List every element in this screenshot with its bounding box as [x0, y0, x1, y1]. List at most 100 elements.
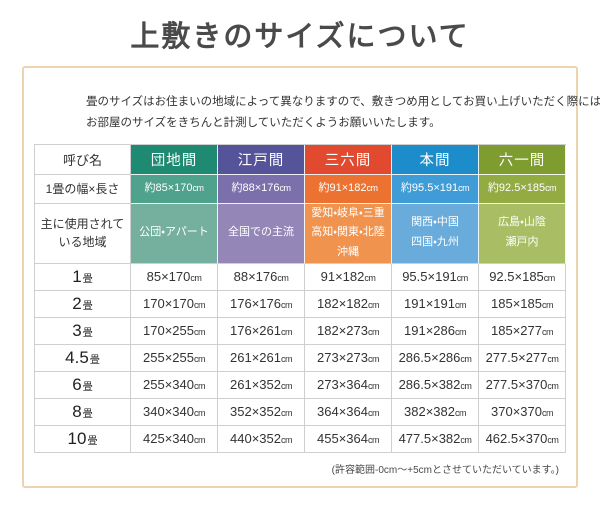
size-value-cell: 85×170cm: [131, 263, 218, 291]
tatami-suffix: 畳: [82, 300, 93, 312]
mat-count: 2: [72, 293, 82, 313]
size-value-cell: 340×340cm: [131, 398, 218, 426]
region-line: 瀬戸内: [505, 236, 539, 249]
size-value-cell: 170×170cm: [131, 290, 218, 318]
tatami-suffix: 畳: [82, 381, 93, 393]
unit-label: cm: [367, 354, 380, 365]
tolerance-note: (許容範囲-0cm〜+5cmとさせていただいています。): [331, 464, 559, 476]
unit-label: cm: [280, 327, 293, 338]
unit-label: cm: [547, 381, 559, 392]
unit-label: cm: [454, 327, 467, 338]
size-value-cell: 255×255cm: [131, 344, 218, 372]
unit-label: cm: [279, 182, 292, 193]
unit-label: cm: [367, 300, 380, 311]
size-value-cell: 440×352cm: [218, 425, 305, 453]
unit-label: cm: [192, 182, 205, 193]
region-line: 愛知・岐阜・三重: [311, 206, 385, 219]
size-value-cell: 261×261cm: [218, 344, 305, 372]
unit-label: cm: [460, 381, 472, 392]
column-header-cell: 本間: [392, 144, 479, 175]
unit-label: cm: [545, 182, 557, 193]
unit-label: cm: [193, 381, 206, 392]
unit-label: cm: [364, 273, 376, 284]
tatami-suffix: 畳: [82, 273, 93, 285]
unit-label: cm: [193, 354, 206, 365]
region-cell: 関西・中国四国・九州: [392, 203, 479, 264]
size-value-cell: 191×191cm: [392, 290, 479, 318]
table-row: 3畳 170×255cm 176×261cm 182×273cm 191×286cm 18…: [35, 317, 566, 345]
regions-label-line: 主に使用されて: [40, 217, 125, 232]
unit-label: cm: [193, 435, 206, 446]
corner-header-cell: 呼び名: [35, 144, 131, 175]
unit-label: cm: [190, 273, 202, 284]
unit-label: cm: [280, 381, 293, 392]
table-row: 10畳 425×340cm 440×352cm 455×364cm 477.5×382c…: [35, 425, 566, 453]
size-value-cell: 286.5×286cm: [392, 344, 479, 372]
regions-label-cell: 主に使用されて いる地域: [35, 203, 131, 264]
size-value-cell: 182×273cm: [305, 317, 392, 345]
info-box: 畳のサイズはお住まいの地域によって異なりますので、敷きつめ用としてお買い上げいた…: [22, 66, 600, 488]
mat-count: 3: [72, 320, 82, 340]
size-value-cell: 92.5×185cm: [479, 263, 566, 291]
size-value-cell: 185×185cm: [479, 290, 566, 318]
size-value-cell: 182×182cm: [305, 290, 392, 318]
one-mat-size-label-cell: 1畳の幅×長さ: [35, 174, 131, 204]
unit-label: cm: [454, 300, 467, 311]
size-value-cell: 455×364cm: [305, 425, 392, 453]
size-value-cell: 95.5×191cm: [392, 263, 479, 291]
unit-label: cm: [547, 354, 559, 365]
region-line: 高知・関東・北陸: [311, 226, 385, 239]
intro-line: お部屋のサイズをきちんと計測していただくようお願いいたします。: [86, 117, 441, 130]
column-header-cell: 団地間: [131, 144, 218, 175]
size-table: 呼び名 団地間 江戸間 三六間 本間 六一間 1畳の幅×長さ 約85×170cm 約88×176…: [34, 143, 566, 453]
region-line: 四国・九州: [411, 236, 459, 249]
region-cell: 公団・アパート: [131, 203, 218, 264]
unit-label: cm: [547, 435, 559, 446]
size-value-cell: 191×286cm: [392, 317, 479, 345]
unit-label: cm: [460, 435, 472, 446]
regions-label-line: いる地域: [58, 235, 107, 250]
unit-label: cm: [456, 273, 469, 284]
size-value-cell: 370×370cm: [479, 398, 566, 426]
region-cell: 愛知・岐阜・三重 高知・関東・北陸 沖縄: [305, 203, 392, 264]
mat-count: 1: [72, 266, 82, 286]
unit-label: cm: [280, 408, 293, 419]
size-value-cell: 170×255cm: [131, 317, 218, 345]
region-line: 関西・中国: [411, 216, 459, 229]
size-value-cell: 185×277cm: [479, 317, 566, 345]
region-cell: 広島・山陰 瀬戸内: [479, 203, 566, 264]
row-label-cell: 10畳: [35, 425, 131, 453]
column-header-cell: 江戸間: [218, 144, 305, 175]
size-value-cell: 261×352cm: [218, 371, 305, 399]
region-line: 沖縄: [337, 246, 359, 259]
row-label-cell: 8畳: [35, 398, 131, 426]
unit-label: cm: [458, 182, 470, 193]
region-line: 公団・アパート: [139, 226, 209, 239]
unit-label: cm: [277, 273, 289, 284]
table-row: 2畳 170×170cm 176×176cm 182×182cm 191×191cm 18…: [35, 290, 566, 318]
unit-label: cm: [280, 435, 293, 446]
unit-label: cm: [280, 354, 293, 365]
table-row: 1畳 85×170cm 88×176cm 91×182cm 95.5×191cm 92.5…: [35, 263, 566, 291]
one-mat-size-row: 1畳の幅×長さ 約85×170cm 約88×176cm 約91×182cm 約95.5×…: [35, 174, 566, 204]
table-row: 6畳 255×340cm 261×352cm 273×364cm 286.5×382cm…: [35, 371, 566, 399]
mat-count: 6: [72, 374, 82, 394]
size-value-cell: 255×340cm: [131, 371, 218, 399]
region-line: 全国での主流: [228, 226, 294, 239]
tatami-suffix: 畳: [82, 408, 93, 420]
row-label-cell: 1畳: [35, 263, 131, 291]
size-value-cell: 277.5×277cm: [479, 344, 566, 372]
one-mat-size-cell: 約92.5×185cm: [479, 174, 566, 204]
size-value-cell: 88×176cm: [218, 263, 305, 291]
one-mat-size-cell: 約85×170cm: [131, 174, 218, 204]
unit-label: cm: [193, 408, 206, 419]
unit-label: cm: [367, 381, 380, 392]
intro-text: 畳のサイズはお住まいの地域によって異なりますので、敷きつめ用としてお買い上げいた…: [24, 68, 600, 135]
size-value-cell: 176×176cm: [218, 290, 305, 318]
mat-count: 10: [67, 428, 87, 448]
one-mat-size-cell: 約95.5×191cm: [392, 174, 479, 204]
row-label-cell: 2畳: [35, 290, 131, 318]
column-header-cell: 三六間: [305, 144, 392, 175]
table-row: 8畳 340×340cm 352×352cm 364×364cm 382×382cm 37…: [35, 398, 566, 426]
row-label-cell: 3畳: [35, 317, 131, 345]
